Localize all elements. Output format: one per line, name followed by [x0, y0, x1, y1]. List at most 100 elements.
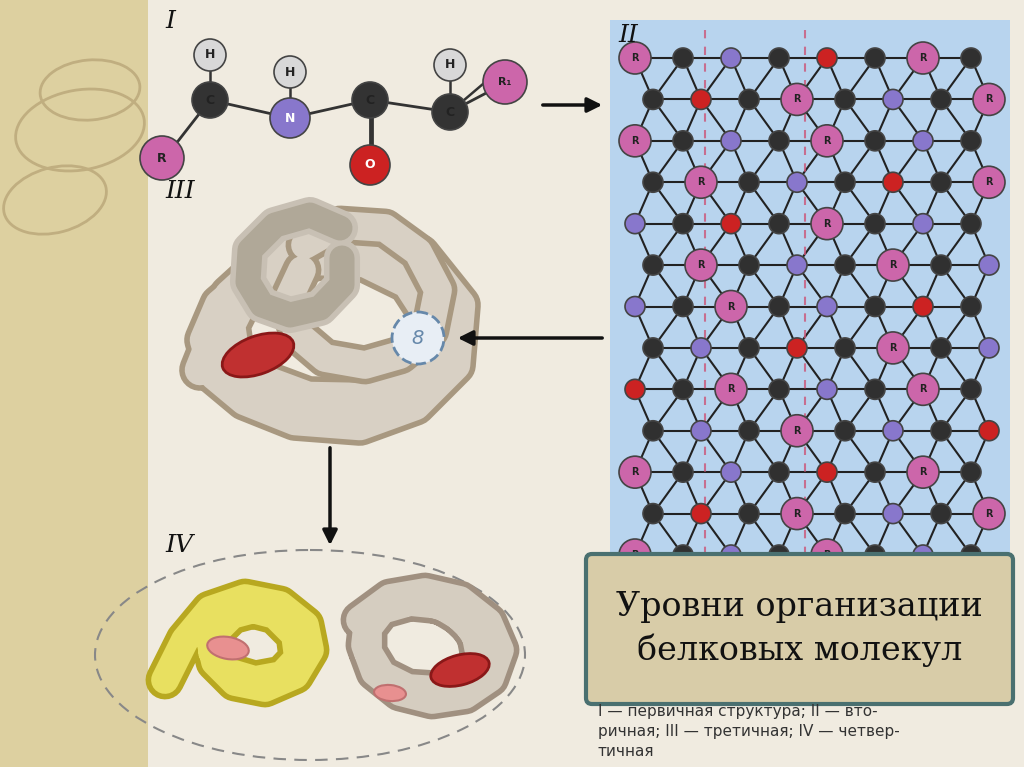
Text: R: R — [823, 219, 830, 229]
Ellipse shape — [222, 333, 294, 377]
Circle shape — [811, 125, 843, 156]
Text: R: R — [794, 426, 801, 436]
Text: H: H — [205, 48, 215, 61]
Text: R: R — [697, 177, 705, 187]
Circle shape — [835, 338, 855, 358]
Circle shape — [817, 380, 837, 400]
Circle shape — [883, 421, 903, 441]
Circle shape — [769, 297, 790, 317]
Circle shape — [781, 84, 813, 115]
Circle shape — [973, 84, 1005, 115]
Circle shape — [685, 249, 717, 281]
Circle shape — [931, 90, 951, 110]
Circle shape — [691, 504, 711, 524]
Text: R: R — [794, 509, 801, 518]
Circle shape — [961, 463, 981, 482]
Circle shape — [673, 297, 693, 317]
Ellipse shape — [431, 653, 489, 686]
Circle shape — [721, 131, 741, 151]
Circle shape — [715, 374, 746, 405]
Circle shape — [811, 539, 843, 571]
Text: R: R — [823, 136, 830, 146]
Text: R: R — [823, 550, 830, 560]
Circle shape — [618, 42, 651, 74]
Circle shape — [835, 421, 855, 441]
Circle shape — [769, 380, 790, 400]
Circle shape — [835, 90, 855, 110]
Circle shape — [769, 48, 790, 68]
Text: R: R — [794, 94, 801, 104]
Circle shape — [913, 297, 933, 317]
Circle shape — [865, 48, 885, 68]
Circle shape — [721, 214, 741, 234]
Circle shape — [739, 255, 759, 275]
Text: 8: 8 — [412, 328, 424, 347]
Text: R: R — [727, 384, 735, 394]
Circle shape — [769, 214, 790, 234]
Circle shape — [817, 297, 837, 317]
Circle shape — [193, 82, 228, 118]
Text: R: R — [889, 343, 897, 353]
Circle shape — [835, 173, 855, 193]
Circle shape — [432, 94, 468, 130]
Circle shape — [979, 255, 999, 275]
Circle shape — [769, 463, 790, 482]
Text: H: H — [285, 65, 295, 78]
Circle shape — [739, 173, 759, 193]
Text: R: R — [985, 177, 992, 187]
Circle shape — [865, 380, 885, 400]
Circle shape — [643, 504, 663, 524]
Circle shape — [961, 214, 981, 234]
Circle shape — [877, 249, 909, 281]
Circle shape — [931, 504, 951, 524]
Circle shape — [913, 545, 933, 565]
Circle shape — [907, 374, 939, 405]
Text: I — первичная структура; II — вто-
ричная; III — третичная; IV — четвер-
тичная: I — первичная структура; II — вто- рична… — [598, 704, 900, 759]
Circle shape — [625, 214, 645, 234]
Text: R: R — [631, 136, 639, 146]
Circle shape — [194, 39, 226, 71]
Circle shape — [673, 463, 693, 482]
Circle shape — [877, 332, 909, 364]
Circle shape — [961, 48, 981, 68]
Circle shape — [352, 82, 388, 118]
Text: H: H — [444, 58, 456, 71]
Circle shape — [865, 214, 885, 234]
Circle shape — [931, 421, 951, 441]
Text: III: III — [165, 180, 195, 203]
Circle shape — [673, 48, 693, 68]
Circle shape — [691, 90, 711, 110]
Circle shape — [835, 504, 855, 524]
Circle shape — [643, 173, 663, 193]
Circle shape — [883, 504, 903, 524]
Text: IV: IV — [165, 534, 193, 557]
Circle shape — [769, 131, 790, 151]
Circle shape — [835, 255, 855, 275]
Text: R: R — [158, 152, 167, 164]
Circle shape — [865, 463, 885, 482]
Circle shape — [625, 297, 645, 317]
Circle shape — [643, 338, 663, 358]
Circle shape — [715, 291, 746, 322]
Text: R: R — [920, 384, 927, 394]
Circle shape — [625, 380, 645, 400]
Circle shape — [961, 131, 981, 151]
Circle shape — [787, 338, 807, 358]
Circle shape — [392, 312, 444, 364]
Circle shape — [907, 456, 939, 488]
Text: II: II — [618, 24, 638, 47]
Circle shape — [913, 131, 933, 151]
Circle shape — [721, 463, 741, 482]
Circle shape — [618, 539, 651, 571]
Circle shape — [140, 136, 184, 180]
Text: R: R — [985, 509, 992, 518]
Circle shape — [673, 380, 693, 400]
Circle shape — [883, 90, 903, 110]
Circle shape — [270, 98, 310, 138]
Text: C: C — [445, 106, 455, 118]
Circle shape — [673, 131, 693, 151]
Circle shape — [865, 545, 885, 565]
Circle shape — [739, 90, 759, 110]
Circle shape — [931, 173, 951, 193]
Ellipse shape — [207, 637, 249, 660]
